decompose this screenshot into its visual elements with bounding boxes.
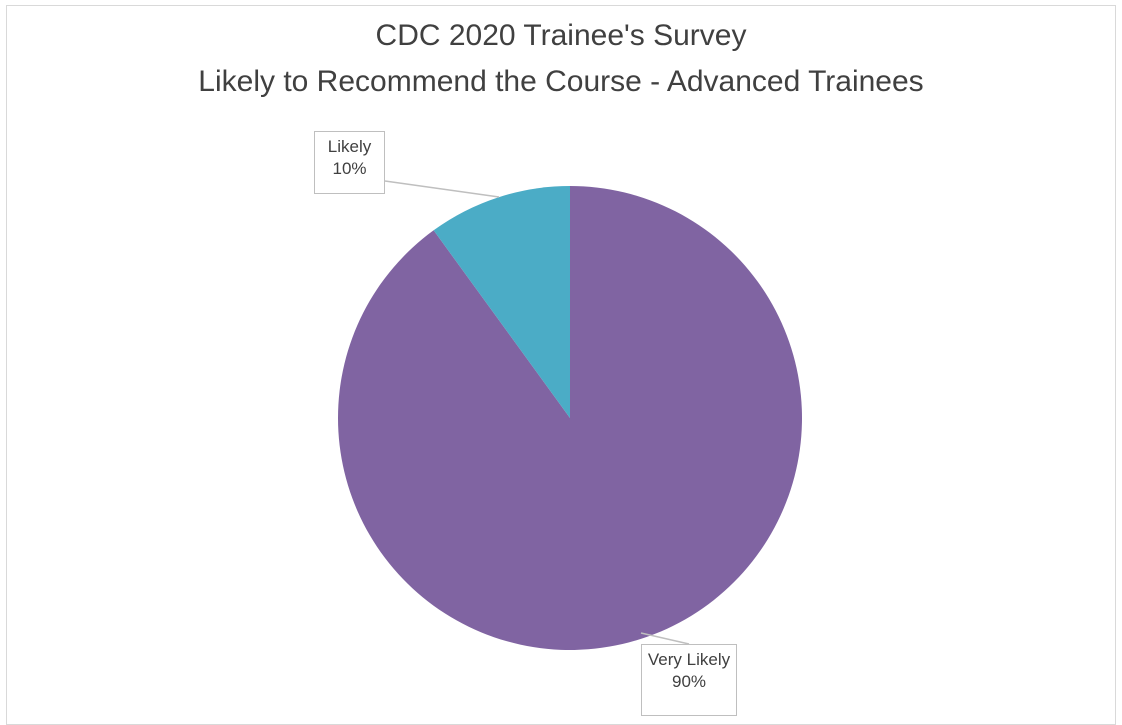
leader-line-very-likely [640, 632, 690, 645]
chart-title: CDC 2020 Trainee's Survey [375, 19, 747, 52]
data-label-likely: Likely 10% [314, 131, 385, 194]
leader-line-likely [384, 180, 500, 198]
data-label-very-likely: Very Likely 90% [641, 644, 737, 716]
chart-subtitle: Likely to Recommend the Course - Advance… [198, 65, 924, 98]
data-label-very-likely-value: 90% [671, 672, 707, 691]
data-label-likely-name: Likely [327, 137, 372, 156]
data-label-likely-value: 10% [332, 159, 367, 178]
pie-slice-very-likely [337, 186, 802, 650]
pie-slice-likely [433, 186, 570, 418]
data-label-very-likely-name: Very Likely [647, 650, 731, 669]
